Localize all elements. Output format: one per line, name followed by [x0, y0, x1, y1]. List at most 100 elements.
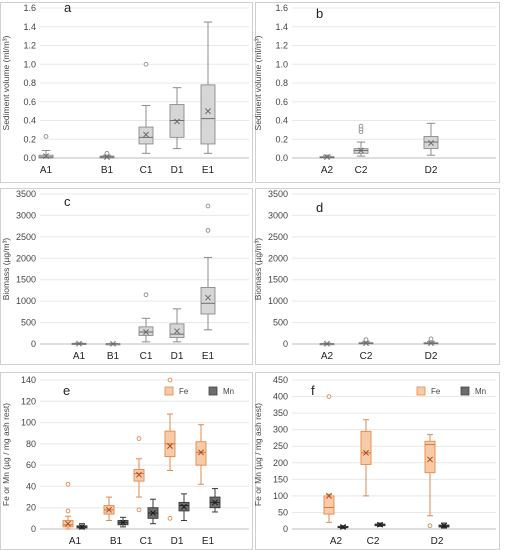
mean-marker: [363, 449, 369, 456]
box-iqr: [200, 286, 216, 315]
mean-marker: [428, 140, 434, 146]
y-tick-label: 200: [273, 458, 288, 468]
mean-marker: [358, 147, 364, 154]
x-category-label: A2: [321, 165, 334, 176]
mean-marker: [104, 154, 110, 161]
panel-letter: e: [63, 383, 70, 398]
box-iqr: [138, 326, 154, 336]
mean-marker: [324, 340, 330, 347]
box-A1: [71, 340, 87, 347]
y-axis-label: Sediment volume (ml/m³): [253, 35, 263, 130]
panel-letter: f: [311, 383, 315, 398]
box-E1: [200, 21, 216, 154]
y-tick-label: 0.0: [23, 153, 36, 163]
mean-marker: [106, 506, 112, 513]
outlier-point: [326, 394, 332, 399]
outlier-point: [167, 377, 173, 383]
outlier-point: [205, 203, 211, 209]
x-category-label: E1: [202, 165, 215, 176]
x-category-label: C2: [367, 536, 380, 547]
mean-marker: [212, 499, 218, 506]
box-A1-Fe: [62, 481, 74, 530]
box-E1: [200, 203, 216, 331]
y-tick-label: 2000: [16, 253, 36, 263]
mean-marker: [205, 294, 211, 301]
y-tick-label: 1000: [268, 296, 288, 306]
panel-f: 0 50 100 150 200 250 300 350 400 450 Fe or Mn (µg …: [253, 372, 500, 550]
mean-marker: [198, 449, 204, 456]
box-D2: [423, 336, 439, 347]
y-tick-label: 0.2: [275, 134, 288, 144]
y-tick-label: 50: [278, 507, 288, 517]
y-tick-label: 1000: [16, 296, 36, 306]
x-category-label: D1: [171, 536, 184, 547]
y-tick-label: 0.6: [275, 97, 288, 107]
y-tick-label: 60: [26, 460, 36, 470]
mean-marker: [340, 524, 346, 530]
y-tick-label: 1.4: [23, 22, 36, 32]
x-category-label: D1: [171, 351, 184, 362]
x-category-label: A1: [73, 351, 86, 362]
outlier-point: [136, 436, 142, 441]
legend-swatch: [208, 386, 218, 396]
outlier-point: [358, 123, 364, 129]
y-tick-label: 1.6: [23, 3, 36, 13]
y-tick-label: 150: [273, 474, 288, 484]
legend-entry: Fe: [179, 387, 189, 396]
box-A1: [38, 134, 54, 160]
outlier-point: [427, 523, 433, 529]
outlier-point: [205, 228, 211, 233]
box-D1: [169, 87, 185, 150]
box-B1-Fe: [103, 496, 115, 521]
y-tick-label: 100: [273, 491, 288, 501]
box-C2: [358, 337, 374, 347]
mean-marker: [65, 520, 71, 527]
y-tick-label: 0.4: [23, 116, 36, 126]
y-tick-label: 3500: [268, 189, 288, 199]
box-A2: [319, 340, 335, 347]
outlier-point: [43, 134, 49, 139]
outlier-point: [65, 508, 71, 514]
panel-frame: [255, 188, 500, 365]
y-tick-label: 2500: [16, 232, 36, 242]
y-tick-label: 1.4: [275, 22, 288, 32]
y-tick-label: 20: [26, 503, 36, 513]
legend-swatch: [460, 386, 470, 396]
y-axis-label: Biomass (µg/m³): [253, 238, 263, 301]
x-category-label: C2: [355, 165, 368, 176]
box-C2-Fe: [360, 419, 372, 497]
mean-marker: [377, 521, 383, 528]
legend-entry: Mn: [475, 387, 486, 396]
y-tick-label: 1.0: [275, 59, 288, 69]
mean-marker: [326, 492, 332, 499]
box-E1-Fe: [195, 424, 207, 485]
y-tick-label: 1.2: [275, 41, 288, 51]
mean-marker: [441, 522, 447, 529]
y-tick-label: 500: [21, 318, 36, 328]
y-tick-label: 0.2: [23, 134, 36, 144]
x-category-label: C2: [360, 351, 373, 362]
x-category-label: B1: [101, 165, 114, 176]
y-tick-label: 100: [21, 418, 36, 428]
y-tick-label: 1500: [16, 275, 36, 285]
mean-marker: [76, 340, 82, 347]
box-D2-Mn: [438, 522, 450, 529]
mean-marker: [324, 154, 330, 161]
mean-marker: [427, 456, 433, 463]
mean-marker: [205, 108, 211, 115]
box-D2-Fe: [424, 434, 436, 529]
box-A2-Fe: [323, 394, 335, 523]
x-category-label: D2: [425, 165, 438, 176]
y-tick-label: 0.4: [275, 116, 288, 126]
mean-marker: [174, 118, 180, 125]
y-axis-label: Fe or Mn (µg / mg ash rest): [1, 403, 11, 506]
panel-frame: [255, 2, 500, 183]
panel-letter: c: [64, 194, 71, 209]
box-C1-Fe: [133, 436, 145, 513]
mean-marker: [43, 153, 49, 160]
y-tick-label: 250: [273, 441, 288, 451]
y-tick-label: 300: [273, 425, 288, 435]
y-tick-label: 1500: [268, 275, 288, 285]
y-tick-label: 80: [26, 439, 36, 449]
x-category-label: C1: [140, 165, 153, 176]
